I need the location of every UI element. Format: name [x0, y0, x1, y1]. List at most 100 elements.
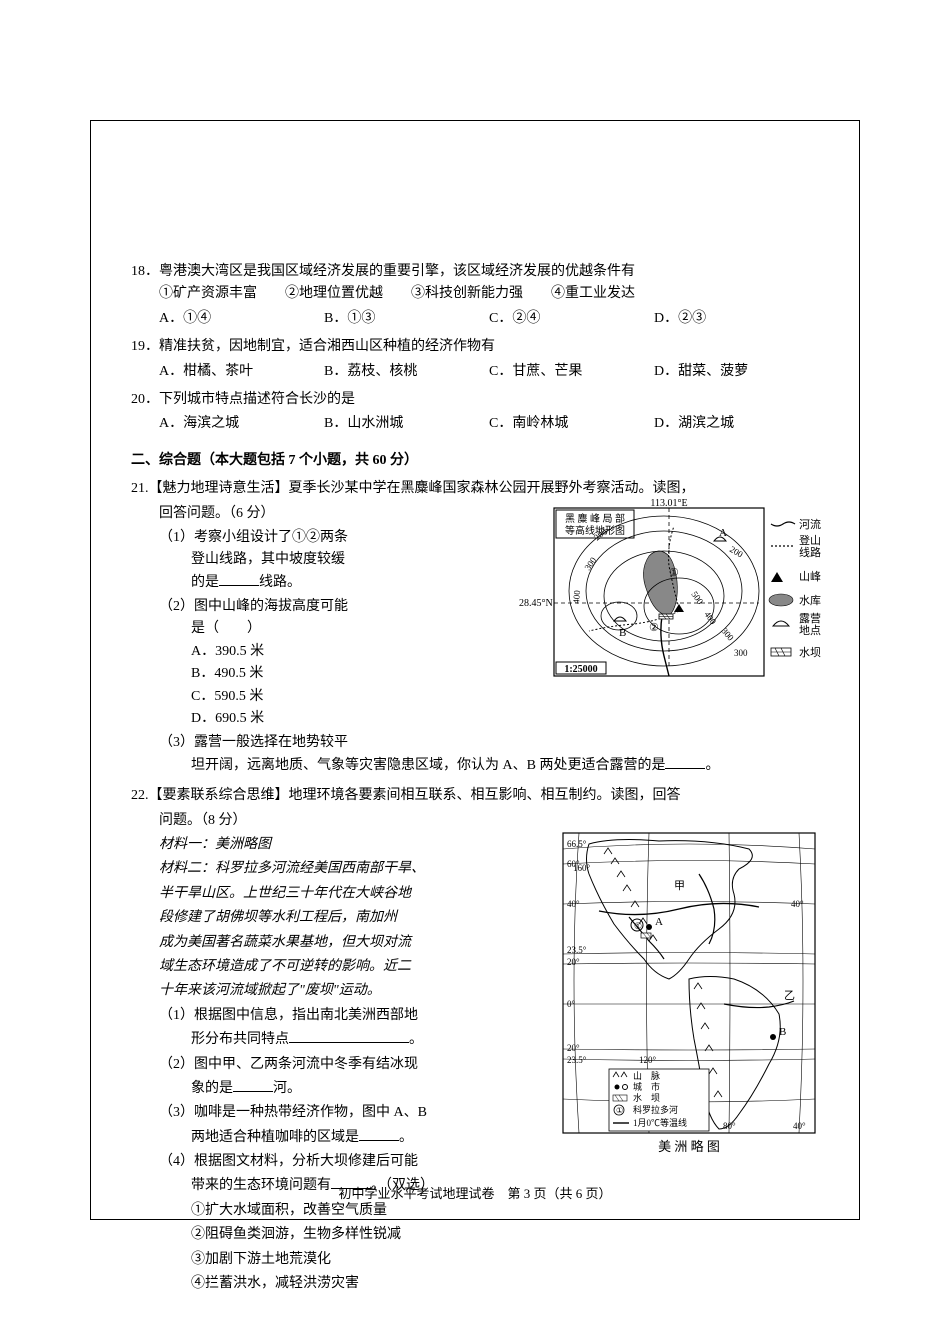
lon80: 80° — [723, 1121, 736, 1131]
lat20s: 20° — [567, 1043, 580, 1053]
q21-blank-3[interactable] — [665, 755, 705, 769]
lat235s: 23.5° — [567, 1055, 587, 1065]
q21-number: 21. — [131, 478, 149, 500]
q22-m2a: 材料二：科罗拉多河流经美国西南部干旱、 — [131, 858, 471, 880]
q22-s2-line: 象的是河。 — [131, 1078, 471, 1100]
q19-opt-a[interactable]: A．柑橘、茶叶 — [159, 361, 324, 383]
q21-s3b-line: 坦开阔，远离地质、气象等灾害隐患区域，你认为 A、B 两处更适合露营的是 。 — [131, 755, 819, 777]
q22-s2a: （2）图中甲、乙两条河流中冬季有结冰现 — [131, 1054, 471, 1076]
question-19: 19． 精准扶贫，因地制宜，适合湘西山区种植的经济作物有 A．柑橘、茶叶 B．荔… — [131, 336, 819, 383]
leg-reservoir: 水库 — [799, 594, 821, 607]
question-20: 20． 下列城市特点描述符合长沙的是 A．海滨之城 B．山水洲城 C．南岭林城 … — [131, 389, 819, 436]
city-a-icon — [646, 924, 652, 930]
fig21-lon: 113.01°E — [650, 498, 687, 509]
q21-s3c: 。 — [705, 758, 719, 773]
q21-stem-text: 夏季长沙某中学在黑麋峰国家森林公园开展野外考察活动。读图， — [289, 481, 695, 496]
dam-icon — [641, 933, 651, 938]
c500: 500 — [689, 590, 705, 607]
q22-s4o4[interactable]: ④拦蓄洪水，减轻洪涝灾害 — [131, 1273, 471, 1295]
c400b: 400 — [702, 610, 718, 627]
q22-s1a: （1）根据图中信息，指出南北美洲西部地 — [131, 1005, 471, 1027]
q18-options: A．①④ B．①③ C．②④ D．②③ — [131, 308, 819, 330]
question-22: 22. 【要素联系综合思维】地理环境各要素间相互联系、相互影响、相互制约。读图，… — [131, 785, 819, 1295]
q18-number: 18． — [131, 261, 159, 283]
q20-opt-c[interactable]: C．南岭林城 — [489, 413, 654, 435]
leg-route2: 线路 — [799, 545, 821, 559]
q18-items: ①矿产资源丰富 ②地理位置优越 ③科技创新能力强 ④重工业发达 — [131, 283, 819, 305]
q21-s2b: 是（ ） — [131, 618, 431, 640]
q21-s2A[interactable]: A．390.5 米 — [131, 641, 431, 663]
q21-s2D[interactable]: D．690.5 米 — [131, 708, 431, 730]
q20-opt-b[interactable]: B．山水洲城 — [324, 413, 489, 435]
leg-camp2: 地点 — [799, 624, 821, 637]
q21-s3b: 坦开阔，远离地质、气象等灾害隐患区域，你认为 A、B 两处更适合露营的是 — [191, 758, 665, 773]
q22-stem: 【要素联系综合思维】地理环境各要素间相互联系、相互影响、相互制约。读图，回答 — [149, 785, 820, 807]
mountain-chain — [604, 848, 722, 1097]
q21-blank-1[interactable] — [219, 572, 259, 586]
q22-blank-3[interactable] — [359, 1127, 399, 1141]
lat0: 0° — [567, 999, 576, 1009]
mark-colorado: ① — [634, 921, 642, 931]
q22-s3a: （3）咖啡是一种热带经济作物，图中 A、B — [131, 1102, 471, 1124]
q21-s2C[interactable]: C．590.5 米 — [131, 686, 431, 708]
q22-blank-2[interactable] — [233, 1078, 273, 1092]
fig21-legend: 河流 登山 线路 山峰 水库 露营 地点 水坝 — [769, 517, 821, 659]
leg-iso: 1月0℃等温线 — [633, 1117, 687, 1128]
leg-river: 河流 — [799, 517, 821, 531]
lon40b: 40° — [791, 899, 804, 909]
q21-s2B[interactable]: B．490.5 米 — [131, 663, 431, 685]
fig21-markB: B — [619, 627, 626, 639]
page-content: 18． 粤港澳大湾区是我国区域经济发展的重要引擎，该区域经济发展的优越条件有 ①… — [131, 261, 819, 1295]
q22-s4o3[interactable]: ③加剧下游土地荒漠化 — [131, 1249, 471, 1271]
lon120: 120° — [639, 1055, 657, 1065]
q19-number: 19． — [131, 336, 159, 358]
q22-s3-line: 两地适合种植咖啡的区域是。 — [131, 1127, 471, 1149]
q22-s1b: 形分布共同特点 — [191, 1032, 289, 1047]
q18-opt-c[interactable]: C．②④ — [489, 308, 654, 330]
q20-opt-a[interactable]: A．海滨之城 — [159, 413, 324, 435]
leg-colorado: 科罗拉多河 — [633, 1104, 678, 1115]
c300c: 300 — [734, 648, 748, 658]
q22-s1c: 。 — [409, 1032, 423, 1047]
q18-opt-a[interactable]: A．①④ — [159, 308, 324, 330]
q22-s3c: 。 — [399, 1130, 413, 1145]
lat665: 66.5° — [567, 839, 587, 849]
leg-mtn: 山 脉 — [633, 1070, 660, 1081]
leg-dam2: 水 坝 — [633, 1092, 660, 1103]
q19-opt-b[interactable]: B．荔枝、核桃 — [324, 361, 489, 383]
leg-camp1: 露营 — [799, 611, 821, 625]
q18-opt-b[interactable]: B．①③ — [324, 308, 489, 330]
q22-s4o2[interactable]: ②阻碍鱼类洄游，生物多样性锐减 — [131, 1224, 471, 1246]
lon40: 40° — [793, 1121, 806, 1131]
q19-opt-d[interactable]: D．甜菜、菠萝 — [654, 361, 819, 383]
q22-m1: 材料一：美洲略图 — [131, 834, 471, 856]
fig22-caption: 美 洲 略 图 — [658, 1139, 720, 1154]
c300b: 300 — [719, 626, 736, 643]
q20-options: A．海滨之城 B．山水洲城 C．南岭林城 D．湖滨之城 — [131, 413, 819, 435]
leg-city: 城 市 — [633, 1081, 660, 1092]
figure-22-americas-map: 66.5° 60° 40° 23.5° 20° 0° 20° 23.5° 40°… — [559, 829, 819, 1169]
q22-blank-1[interactable] — [289, 1029, 409, 1043]
city-b: B — [779, 1026, 786, 1038]
city-b-icon — [770, 1034, 776, 1040]
q21-title: 【魅力地理诗意生活】 — [149, 481, 289, 496]
q19-opt-c[interactable]: C．甘蔗、芒果 — [489, 361, 654, 383]
q18-opt-d[interactable]: D．②③ — [654, 308, 819, 330]
q21-s1c: 的是 — [191, 575, 219, 590]
fig21-camp-b-icon — [614, 617, 626, 621]
fig21-mark2: ② — [649, 622, 659, 634]
question-18: 18． 粤港澳大湾区是我国区域经济发展的重要引擎，该区域经济发展的优越条件有 ①… — [131, 261, 819, 330]
fig22-legend: 山 脉 城 市 水 坝 ① 科罗拉多河 1月0℃等温线 — [609, 1069, 709, 1131]
q18-stem: 粤港澳大湾区是我国区域经济发展的重要引擎，该区域经济发展的优越条件有 — [159, 261, 819, 283]
figure-21-contour-map: 113.01°E 28.45°N 黑 麋 峰 局 部 等高线地形图 — [519, 496, 829, 696]
lat40: 40° — [567, 899, 580, 909]
q22-m2c: 段修建了胡佛坝等水利工程后，南加州 — [131, 907, 471, 929]
q22-number: 22. — [131, 785, 149, 807]
q21-s3a: （3）露营一般选择在地势较平 — [131, 732, 431, 754]
q20-opt-d[interactable]: D．湖滨之城 — [654, 413, 819, 435]
leg-route1: 登山 — [799, 533, 821, 547]
c400a: 400 — [571, 589, 582, 604]
page-footer: 初中学业水平考试地理试卷 第 3 页（共 6 页） — [91, 1184, 859, 1205]
mark-jia: 甲 — [674, 880, 685, 892]
q22-title: 【要素联系综合思维】 — [149, 788, 289, 803]
